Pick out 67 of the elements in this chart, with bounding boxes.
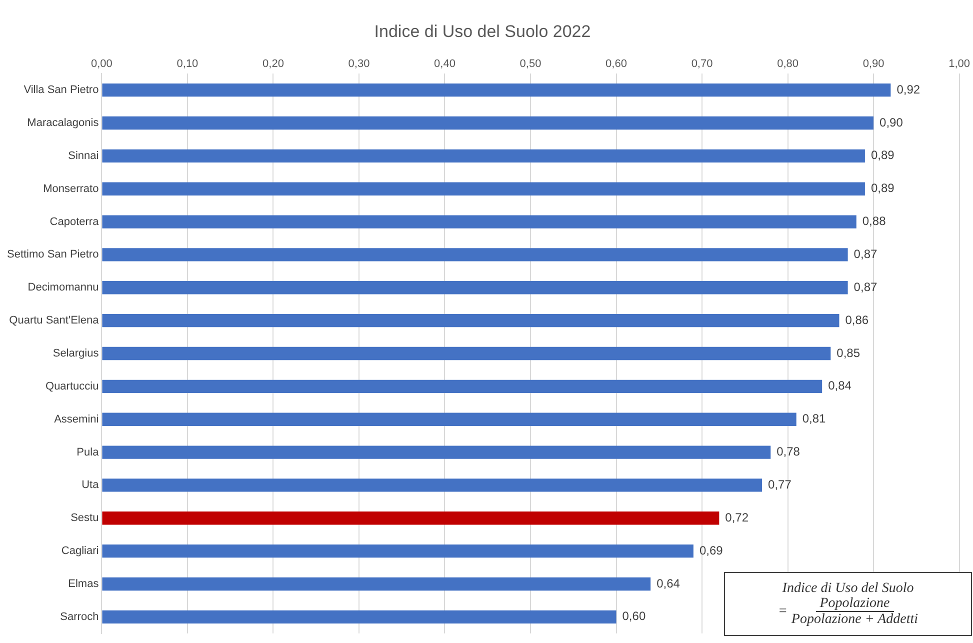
data-label: 0,84 <box>828 378 852 393</box>
bar <box>102 446 771 459</box>
x-tick-label: 0,70 <box>691 58 713 70</box>
bar <box>102 83 891 97</box>
bar <box>102 478 762 492</box>
y-tick-label: Quartu Sant'Elena <box>9 314 100 327</box>
x-tick-label: 0,00 <box>91 58 112 70</box>
chart-title: Indice di Uso del Suolo 2022 <box>374 22 591 41</box>
data-label: 0,69 <box>699 543 724 558</box>
x-tick-label: 0,20 <box>262 58 284 70</box>
annotation: Popolazione <box>816 596 894 612</box>
data-label: 0,90 <box>880 115 904 130</box>
data-label: 0,86 <box>845 312 869 327</box>
x-tick-label: 0,60 <box>606 58 627 70</box>
data-label: 0,60 <box>622 609 646 624</box>
data-label: 0,72 <box>725 510 749 524</box>
x-tick-label: 1,00 <box>948 58 970 70</box>
annotation: = <box>778 604 788 619</box>
bar <box>102 380 822 394</box>
y-tick-label: Capoterra <box>50 216 100 228</box>
bar <box>102 544 694 558</box>
data-label: 0,78 <box>776 444 800 459</box>
y-tick-label: Sarroch <box>60 610 99 623</box>
x-tick-label: 0,90 <box>862 58 884 70</box>
data-label: 0,81 <box>802 412 826 426</box>
x-tick-label: 0,10 <box>176 58 198 70</box>
bar <box>102 610 616 624</box>
y-tick-label: Sinnai <box>68 150 99 162</box>
y-tick-label: Monserrato <box>43 182 99 195</box>
data-label: 0,92 <box>896 82 920 96</box>
y-tick-label: Maracalagonis <box>27 117 100 130</box>
y-tick-label: Decimomannu <box>28 282 99 294</box>
bar <box>102 281 848 294</box>
y-tick-label: Sestu <box>70 512 99 524</box>
data-label: 0,87 <box>854 247 878 262</box>
data-label: 0,89 <box>870 181 895 196</box>
data-label: 0,85 <box>836 346 860 360</box>
data-label: 0,87 <box>854 280 878 294</box>
bar <box>102 248 848 262</box>
bar <box>102 577 651 591</box>
y-tick-label: Villa San Pietro <box>24 84 99 96</box>
y-tick-label: Selargius <box>52 348 100 360</box>
x-tick-label: 0,30 <box>348 58 370 70</box>
x-tick-label: 0,80 <box>777 58 798 70</box>
x-tick-label: 0,50 <box>520 58 542 70</box>
bar <box>102 412 796 426</box>
y-tick-label: Settimo San Pietro <box>6 248 99 261</box>
bar <box>102 149 865 163</box>
y-tick-label: Elmas <box>68 578 100 590</box>
data-label: 0,64 <box>656 576 680 590</box>
bar <box>102 182 865 196</box>
data-label: 0,88 <box>862 214 886 228</box>
bar <box>102 116 874 130</box>
annotation: Indice di Uso del Suolo <box>782 581 914 596</box>
y-tick-label: Pula <box>76 446 100 458</box>
bar <box>102 512 720 525</box>
y-tick-label: Uta <box>82 479 100 492</box>
bar <box>102 314 840 328</box>
y-tick-label: Quartucciu <box>46 380 99 392</box>
annotation: Popolazione + Addetti <box>791 612 918 627</box>
y-tick-label: Assemini <box>54 413 99 426</box>
data-label: 0,77 <box>768 478 792 492</box>
bar <box>102 346 831 360</box>
data-label: 0,89 <box>870 148 895 162</box>
bar <box>102 215 856 228</box>
x-tick-label: 0,40 <box>434 58 456 70</box>
y-tick-label: Cagliari <box>61 545 99 558</box>
